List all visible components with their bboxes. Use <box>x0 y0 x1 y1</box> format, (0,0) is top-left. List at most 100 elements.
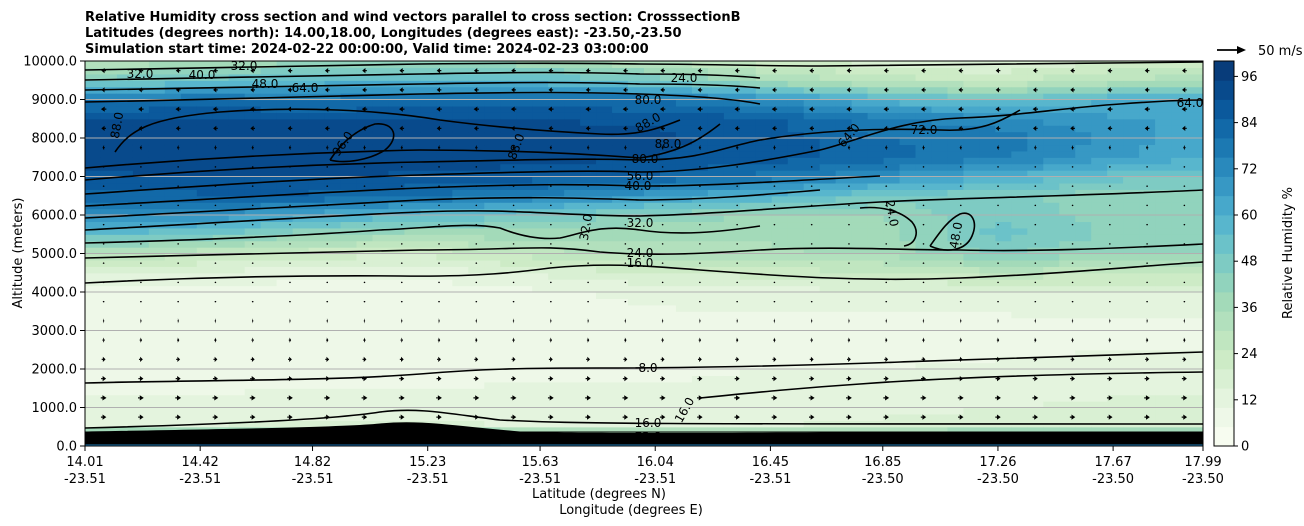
rh-cell <box>612 317 629 325</box>
rh-cell <box>867 67 885 75</box>
wind-vector <box>773 281 776 284</box>
rh-cell <box>324 99 342 107</box>
rh-cell <box>436 362 453 370</box>
rh-cell <box>452 420 469 428</box>
rh-cell <box>292 304 310 312</box>
rh-cell <box>1123 375 1140 383</box>
rh-cell <box>691 292 709 300</box>
rh-cell <box>963 279 980 287</box>
wind-vector <box>550 185 552 187</box>
rh-cell <box>787 208 805 216</box>
wind-vector-head <box>512 356 516 362</box>
rh-cell <box>292 381 310 389</box>
rh-cell <box>644 311 661 319</box>
wind-vector-head <box>437 145 440 151</box>
rh-cell <box>931 99 949 107</box>
rh-cell <box>228 67 246 75</box>
rh-cell <box>532 388 549 396</box>
rh-cell <box>1091 125 1108 133</box>
rh-cell <box>516 138 533 146</box>
rh-cell <box>292 285 310 293</box>
rh-cell <box>659 279 677 287</box>
rh-cell <box>612 266 629 274</box>
rh-cell <box>628 413 645 421</box>
rh-cell <box>1027 170 1044 178</box>
rh-cell <box>707 144 725 152</box>
wind-vector-head <box>736 318 738 324</box>
rh-cell <box>420 285 437 293</box>
rh-cell <box>116 317 134 325</box>
wind-vector <box>177 300 179 303</box>
rh-cell <box>500 80 517 88</box>
rh-cell <box>1171 73 1188 81</box>
rh-cell <box>180 170 198 178</box>
rh-cell <box>675 279 693 287</box>
rh-cell <box>1011 99 1028 107</box>
rh-cell <box>867 93 885 101</box>
rh-cell <box>819 343 837 351</box>
rh-cell <box>116 285 134 293</box>
wind-vector <box>550 204 552 207</box>
rh-cell <box>548 202 565 210</box>
rh-cell <box>835 259 853 267</box>
rh-cell <box>867 118 885 126</box>
rh-cell <box>564 240 581 248</box>
rh-cell <box>340 150 358 158</box>
rh-cell <box>484 266 501 274</box>
rh-cell <box>596 285 613 293</box>
wind-vector-head <box>473 87 478 93</box>
rh-cell <box>548 266 565 274</box>
rh-cell <box>180 99 198 107</box>
rh-cell <box>628 266 645 274</box>
rh-cell <box>675 349 693 357</box>
rh-cell <box>532 330 549 338</box>
rh-cell <box>707 80 725 88</box>
rh-cell <box>644 208 661 216</box>
rh-cell <box>963 157 980 165</box>
rh-cell <box>1155 157 1172 165</box>
rh-cell <box>803 304 821 312</box>
rh-cell <box>771 202 789 210</box>
wind-vector-head <box>772 125 776 131</box>
rh-cell <box>1139 234 1156 242</box>
rh-cell <box>548 362 565 370</box>
rh-cell <box>675 292 693 300</box>
wind-vector <box>140 185 142 187</box>
rh-cell <box>148 343 166 351</box>
wind-vector-head <box>846 106 851 112</box>
rh-cell <box>516 195 533 203</box>
rh-cell <box>1075 356 1092 364</box>
rh-cell <box>707 240 725 248</box>
rh-cell <box>468 112 485 120</box>
wind-vector-head <box>624 356 628 362</box>
rh-cell <box>580 362 597 370</box>
rh-cell <box>851 407 869 415</box>
wind-vector <box>699 204 701 207</box>
rh-cell <box>1043 356 1060 364</box>
rh-cell <box>883 73 901 81</box>
rh-cell <box>452 144 469 152</box>
rh-cell <box>1059 157 1076 165</box>
rh-cell <box>484 118 501 126</box>
rh-cell <box>148 61 166 69</box>
rh-cell <box>340 298 358 306</box>
rh-cell <box>963 336 980 344</box>
rh-cell <box>1123 73 1140 81</box>
rh-cell <box>995 208 1012 216</box>
rh-cell <box>372 413 390 421</box>
rh-cell <box>148 279 166 287</box>
rh-cell <box>819 195 837 203</box>
rh-cell <box>1011 343 1028 351</box>
rh-cell <box>1011 304 1028 312</box>
rh-cell <box>963 208 980 216</box>
rh-cell <box>484 247 501 255</box>
wind-vector-head <box>363 414 368 420</box>
rh-cell <box>196 381 214 389</box>
rh-cell <box>468 234 485 242</box>
wind-vector-head <box>175 125 180 131</box>
rh-cell <box>164 215 182 223</box>
rh-cell <box>516 369 533 377</box>
rh-cell <box>468 381 485 389</box>
wind-vector-head <box>661 145 664 151</box>
rh-cell <box>548 298 565 306</box>
